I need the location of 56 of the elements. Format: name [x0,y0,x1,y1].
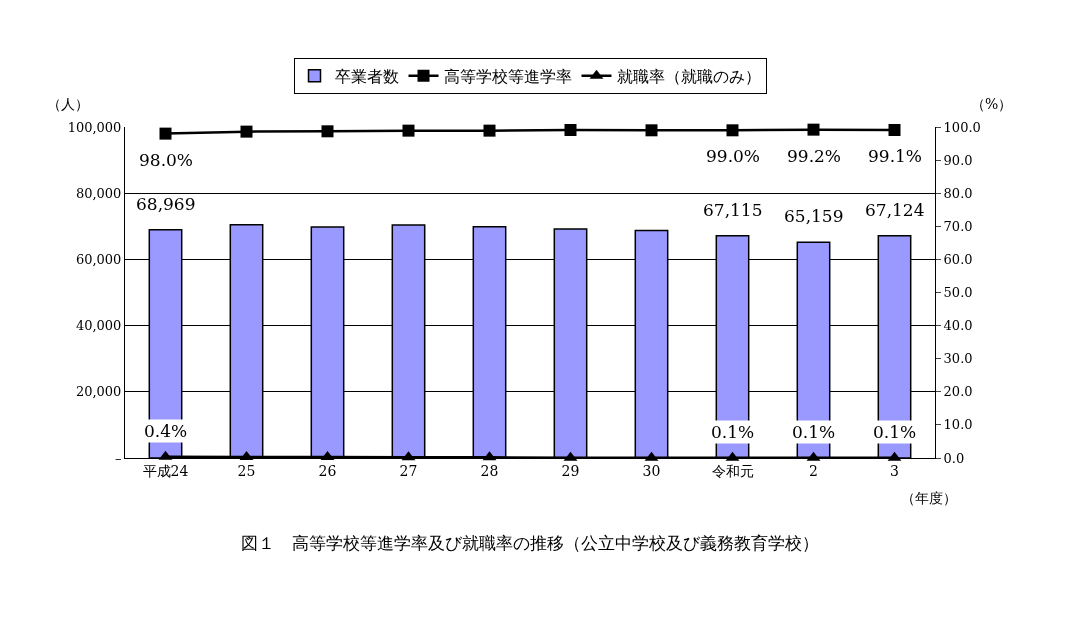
data-label: 99.0% [706,146,761,166]
data-label: 67,124 [865,200,925,220]
y-tick-label: 60,000 [75,251,122,267]
y2-tick-label: 40.0 [943,318,973,334]
x-tick-label: 26 [318,462,337,479]
y2-tick-label: 0.0 [943,450,965,466]
y-tick-label: 40,000 [75,318,122,334]
point [159,127,172,140]
point [726,124,739,137]
x-tick-label: 令和元 [711,462,754,479]
y2-tick-label: 80.0 [943,185,973,201]
data-label: 0.1% [792,422,836,442]
y-axis-title: （人） [47,96,89,112]
y2-tick-label: 60.0 [943,251,973,267]
y2-tick-label: 90.0 [943,152,973,168]
y2-tick-label: 10.0 [943,417,973,433]
x-tick-label: 25 [237,462,256,479]
data-label: 67,115 [703,200,763,220]
point [402,124,415,137]
point [807,123,820,136]
point [240,125,253,138]
point [645,124,658,137]
x-tick-label: 平成24 [142,462,189,479]
legend-label: 高等学校等進学率 [443,67,572,87]
y-tick-label: 20,000 [75,384,122,400]
y-tick-label: – [114,450,122,466]
x-tick-label: 2 [809,462,818,479]
data-label: 65,159 [784,206,844,226]
data-label: 0.1% [873,422,917,442]
y2-tick-label: 100.0 [943,119,981,135]
x-tick-label: 30 [642,462,661,479]
x-tick-label: 27 [399,462,418,479]
x-axis-title: （年度） [901,490,957,506]
point [564,123,577,136]
y2-axis-title: （%） [971,96,1013,112]
y2-tick-label: 50.0 [943,285,973,301]
y2-tick-label: 20.0 [943,384,973,400]
y2-tick-label: 30.0 [943,351,973,367]
y2-tick-label: 70.0 [943,218,973,234]
data-label: 98.0% [139,150,194,170]
x-tick-label: 29 [561,462,580,479]
data-label: 0.1% [711,422,755,442]
data-label: 68,969 [136,194,196,214]
legend-label: 卒業者数 [334,67,399,87]
legend-label: 就職率（就職のみ） [616,67,761,87]
point [483,124,496,137]
point [888,123,901,136]
x-tick-label: 3 [890,462,899,479]
text: 図１ 高等学校等進学率及び就職率の推移（公立中学校及び義務教育学校） [241,533,819,553]
y-tick-label: 80,000 [75,185,122,201]
data-label: 99.1% [868,146,923,166]
x-tick-label: 28 [480,462,499,479]
point [321,125,334,138]
data-label: 99.2% [787,146,842,166]
data-label: 0.4% [144,421,188,441]
y-tick-label: 100,000 [67,119,122,135]
